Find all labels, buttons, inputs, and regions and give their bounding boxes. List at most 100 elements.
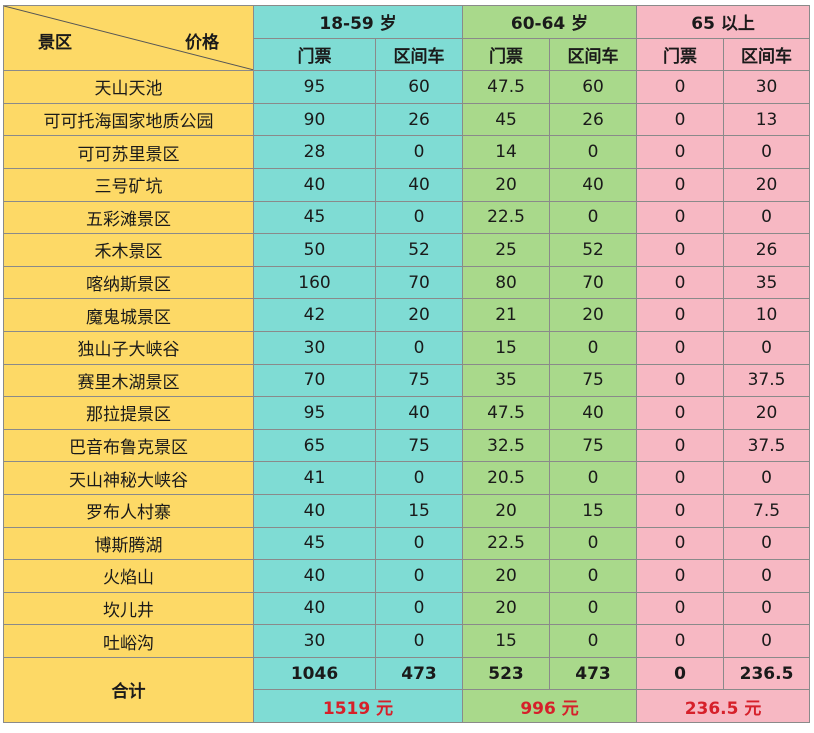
- elder-ticket-cell: 0: [636, 70, 725, 104]
- scenic-area-name-cell: 巴音布鲁克景区: [3, 428, 254, 463]
- senior-ticket-cell: 14: [462, 135, 551, 169]
- senior-shuttle-cell: 0: [549, 461, 638, 495]
- scenic-area-name-cell: 天山神秘大峡谷: [3, 461, 254, 495]
- senior-ticket-cell: 25: [462, 233, 551, 267]
- total-value: 523: [462, 656, 551, 691]
- total-value: 0: [636, 656, 725, 691]
- adult-shuttle-cell: 60: [374, 70, 464, 104]
- adult-shuttle-cell: 70: [374, 265, 464, 300]
- scenic-area-name-cell: 可可托海国家地质公园: [3, 102, 254, 137]
- adult-ticket-cell: 160: [253, 265, 376, 300]
- scenic-area-name-cell: 赛里木湖景区: [3, 363, 254, 398]
- scenic-area-name-cell: 那拉提景区: [3, 396, 254, 430]
- table-row: 五彩滩景区 45 0 22.5 0 0 0: [3, 200, 811, 235]
- elder-ticket-cell: 0: [636, 526, 725, 561]
- scenic-area-name-cell: 可可苏里景区: [3, 135, 254, 169]
- adult-shuttle-cell: 0: [374, 200, 464, 235]
- elder-ticket-cell: 0: [636, 135, 725, 169]
- table-row: 博斯腾湖 45 0 22.5 0 0 0: [3, 526, 811, 561]
- senior-shuttle-cell: 40: [549, 167, 638, 202]
- total-value: 236.5: [723, 656, 811, 691]
- table-row: 魔鬼城景区 42 20 21 20 0 10: [3, 298, 811, 332]
- table-row: 喀纳斯景区 160 70 80 70 0 35: [3, 265, 811, 300]
- senior-ticket-cell: 47.5: [462, 70, 551, 104]
- senior-ticket-cell: 15: [462, 624, 551, 658]
- adult-ticket-cell: 40: [253, 559, 376, 593]
- adult-shuttle-cell: 26: [374, 102, 464, 137]
- elder-ticket-cell: 0: [636, 167, 725, 202]
- group-sum-row: 1519 元 996 元 236.5 元: [4, 689, 811, 724]
- group-sum-18-59: 1519 元: [252, 689, 464, 724]
- elder-shuttle-cell: 7.5: [723, 493, 811, 528]
- elder-shuttle-cell: 0: [723, 461, 811, 495]
- senior-shuttle-cell: 20: [549, 298, 638, 332]
- group-header-18-59: 18-59 岁: [252, 5, 464, 39]
- scenic-area-header: 景区: [38, 33, 72, 53]
- group-sum-65-plus: 236.5 元: [636, 689, 811, 724]
- elder-shuttle-cell: 20: [723, 167, 811, 202]
- total-value: 473: [374, 656, 464, 691]
- senior-shuttle-cell: 60: [549, 70, 638, 104]
- adult-shuttle-cell: 75: [374, 363, 464, 398]
- elder-shuttle-cell: 13: [723, 102, 811, 137]
- diagonal-divider: [4, 6, 253, 70]
- adult-shuttle-cell: 0: [374, 559, 464, 593]
- elder-shuttle-cell: 0: [723, 624, 811, 658]
- senior-shuttle-cell: 0: [549, 200, 638, 235]
- scenic-area-name-cell: 坎儿井: [3, 591, 254, 626]
- adult-shuttle-cell: 0: [374, 135, 464, 169]
- table-row: 天山神秘大峡谷 41 0 20.5 0 0 0: [3, 461, 811, 495]
- table-row: 火焰山 40 0 20 0 0 0: [3, 559, 811, 593]
- elder-ticket-cell: 0: [636, 330, 725, 365]
- adult-shuttle-cell: 40: [374, 167, 464, 202]
- senior-ticket-cell: 80: [462, 265, 551, 300]
- sub-header-ticket: 门票: [636, 37, 725, 72]
- senior-ticket-cell: 47.5: [462, 396, 551, 430]
- elder-ticket-cell: 0: [636, 200, 725, 235]
- scenic-area-name-cell: 三号矿坑: [3, 167, 254, 202]
- senior-shuttle-cell: 40: [549, 396, 638, 430]
- senior-ticket-cell: 20: [462, 591, 551, 626]
- adult-ticket-cell: 90: [253, 102, 376, 137]
- elder-shuttle-cell: 0: [723, 559, 811, 593]
- senior-ticket-cell: 22.5: [462, 200, 551, 235]
- table-row: 天山天池 95 60 47.5 60 0 30: [3, 70, 811, 104]
- corner-header-cell: 景区 价格: [3, 4, 254, 72]
- adult-ticket-cell: 40: [253, 591, 376, 626]
- adult-ticket-cell: 95: [253, 70, 376, 104]
- group-header-60-64: 60-64 岁: [462, 5, 638, 39]
- adult-ticket-cell: 45: [253, 200, 376, 235]
- adult-ticket-cell: 41: [253, 461, 376, 495]
- scenic-area-name-cell: 天山天池: [3, 70, 254, 104]
- scenic-area-name-cell: 火焰山: [3, 559, 254, 593]
- sub-header-shuttle: 区间车: [374, 37, 464, 72]
- senior-shuttle-cell: 75: [549, 428, 638, 463]
- senior-shuttle-cell: 0: [549, 559, 638, 593]
- senior-shuttle-cell: 75: [549, 363, 638, 398]
- senior-ticket-cell: 32.5: [462, 428, 551, 463]
- adult-ticket-cell: 30: [253, 330, 376, 365]
- elder-ticket-cell: 0: [636, 559, 725, 593]
- elder-shuttle-cell: 0: [723, 591, 811, 626]
- elder-ticket-cell: 0: [636, 493, 725, 528]
- senior-ticket-cell: 45: [462, 102, 551, 137]
- total-label: 合计: [3, 656, 254, 724]
- scenic-area-name-cell: 博斯腾湖: [3, 526, 254, 561]
- adult-shuttle-cell: 0: [374, 624, 464, 658]
- elder-ticket-cell: 0: [636, 363, 725, 398]
- price-table-container: 景区 价格 18-59 岁 60-64 岁 65 以上 门票 区间车 门票 区间…: [3, 4, 811, 724]
- adult-ticket-cell: 50: [253, 233, 376, 267]
- elder-shuttle-cell: 0: [723, 526, 811, 561]
- adult-ticket-cell: 42: [253, 298, 376, 332]
- table-row: 可可托海国家地质公园 90 26 45 26 0 13: [3, 102, 811, 137]
- elder-shuttle-cell: 37.5: [723, 363, 811, 398]
- elder-ticket-cell: 0: [636, 102, 725, 137]
- senior-shuttle-cell: 0: [549, 526, 638, 561]
- table-row: 三号矿坑 40 40 20 40 0 20: [3, 167, 811, 202]
- table-row: 禾木景区 50 52 25 52 0 26: [3, 233, 811, 267]
- senior-ticket-cell: 21: [462, 298, 551, 332]
- table-row: 那拉提景区 95 40 47.5 40 0 20: [3, 396, 811, 430]
- adult-shuttle-cell: 52: [374, 233, 464, 267]
- senior-shuttle-cell: 52: [549, 233, 638, 267]
- senior-ticket-cell: 22.5: [462, 526, 551, 561]
